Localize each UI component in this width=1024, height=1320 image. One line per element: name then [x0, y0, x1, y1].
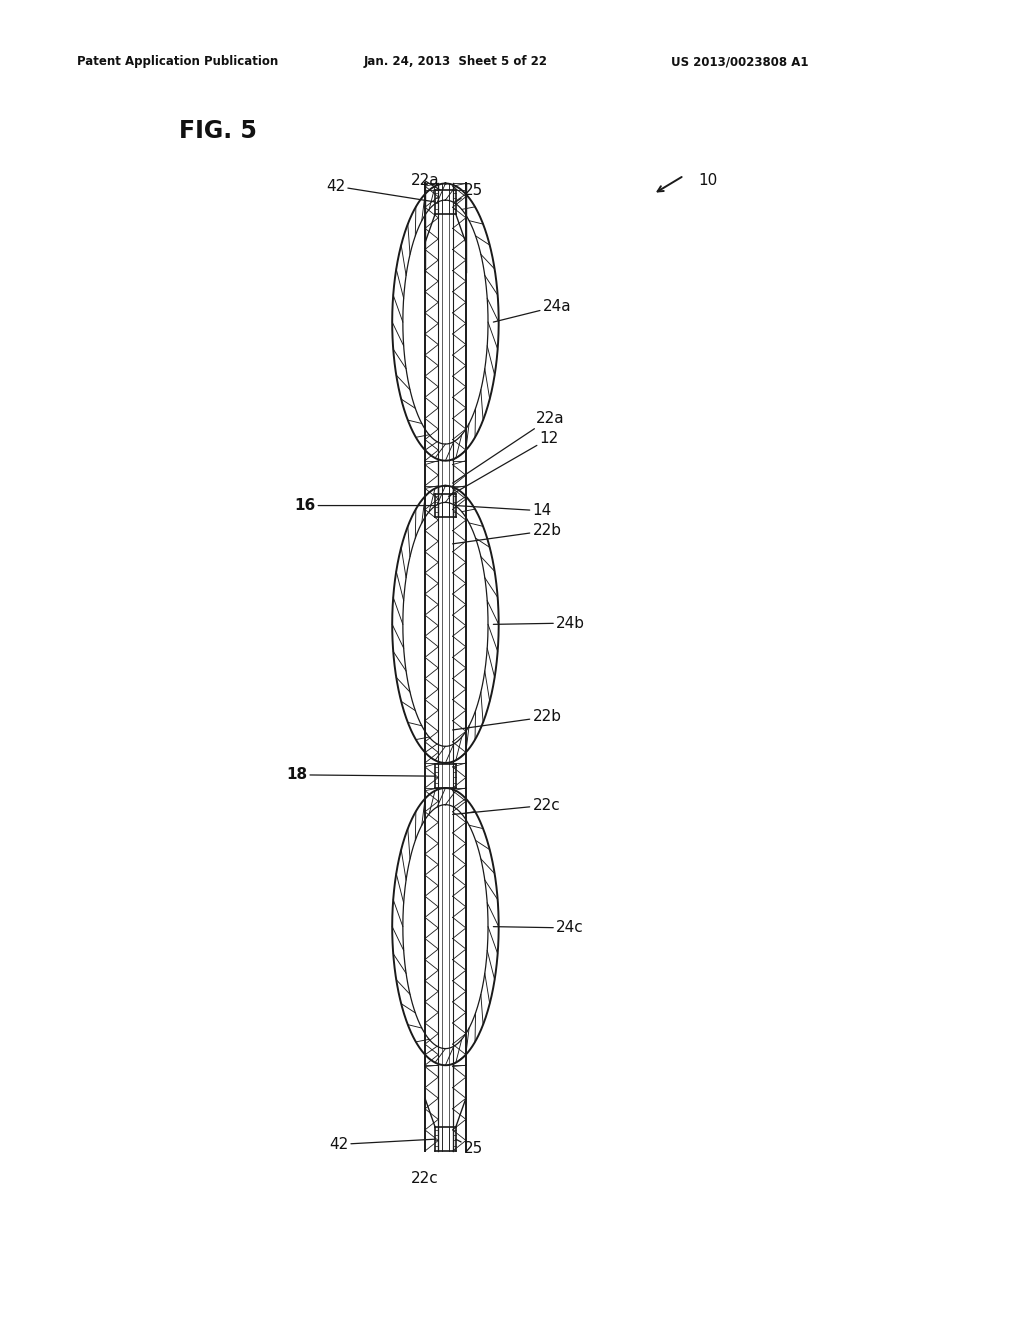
Text: 22b: 22b [453, 523, 561, 544]
Text: 25: 25 [456, 182, 483, 202]
Text: 25: 25 [456, 1139, 483, 1156]
Text: 14: 14 [456, 503, 552, 519]
Text: Patent Application Publication: Patent Application Publication [77, 55, 279, 69]
Text: 22b: 22b [453, 709, 561, 730]
Text: 22a: 22a [453, 411, 564, 483]
Text: Jan. 24, 2013  Sheet 5 of 22: Jan. 24, 2013 Sheet 5 of 22 [364, 55, 548, 69]
Text: 18: 18 [286, 767, 435, 783]
Text: 22c: 22c [453, 797, 560, 814]
Text: 24a: 24a [494, 298, 571, 322]
Text: 42: 42 [326, 178, 435, 202]
Text: 24c: 24c [494, 920, 584, 936]
Text: 22c: 22c [411, 1171, 439, 1185]
Text: FIG. 5: FIG. 5 [179, 119, 257, 143]
Text: 10: 10 [698, 173, 718, 189]
Text: 16: 16 [294, 498, 435, 513]
Text: US 2013/0023808 A1: US 2013/0023808 A1 [671, 55, 808, 69]
Text: 22a: 22a [411, 173, 440, 190]
Text: 12: 12 [449, 430, 559, 496]
Text: 42: 42 [329, 1137, 435, 1152]
Text: 24b: 24b [494, 615, 585, 631]
